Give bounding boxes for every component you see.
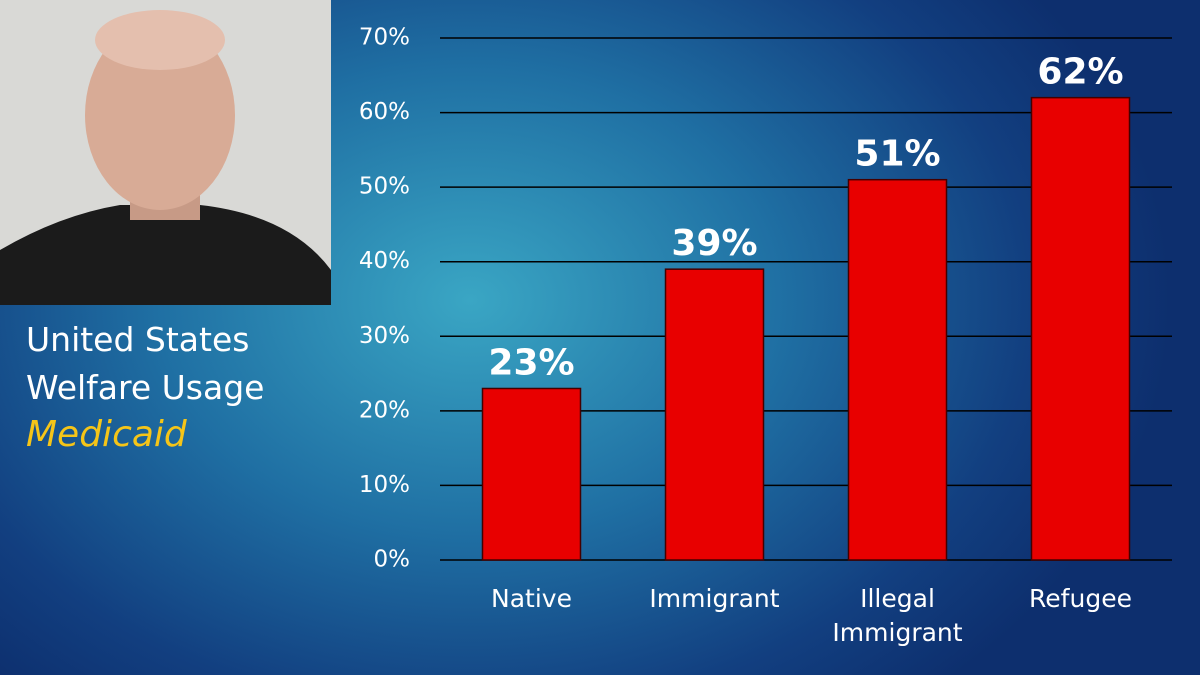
- bar: [664, 268, 765, 561]
- speaker-photo: [0, 0, 331, 305]
- x-tick-label: Native: [491, 584, 572, 613]
- value-label: 39%: [671, 223, 757, 264]
- x-tick-label: Refugee: [1029, 584, 1132, 613]
- y-tick-label: 70%: [359, 25, 410, 51]
- y-tick-label: 40%: [359, 248, 410, 274]
- y-tick-label: 0%: [374, 547, 411, 573]
- bar: [481, 387, 582, 561]
- y-tick-label: 60%: [359, 99, 410, 125]
- value-label: 23%: [488, 342, 574, 383]
- chart-title: United States Welfare Usage: [26, 320, 265, 407]
- bar: [847, 178, 948, 561]
- y-tick-label: 10%: [359, 472, 410, 498]
- y-tick-label: 20%: [359, 397, 410, 423]
- y-tick-label: 30%: [359, 323, 410, 349]
- value-label: 51%: [854, 134, 940, 175]
- x-tick-label: Immigrant: [649, 584, 780, 613]
- value-label: 62%: [1037, 52, 1123, 93]
- x-tick-label: Illegal Immigrant: [832, 584, 963, 647]
- y-tick-label: 50%: [359, 174, 410, 200]
- chart-subtitle: Medicaid: [26, 414, 187, 455]
- bar: [1030, 96, 1131, 561]
